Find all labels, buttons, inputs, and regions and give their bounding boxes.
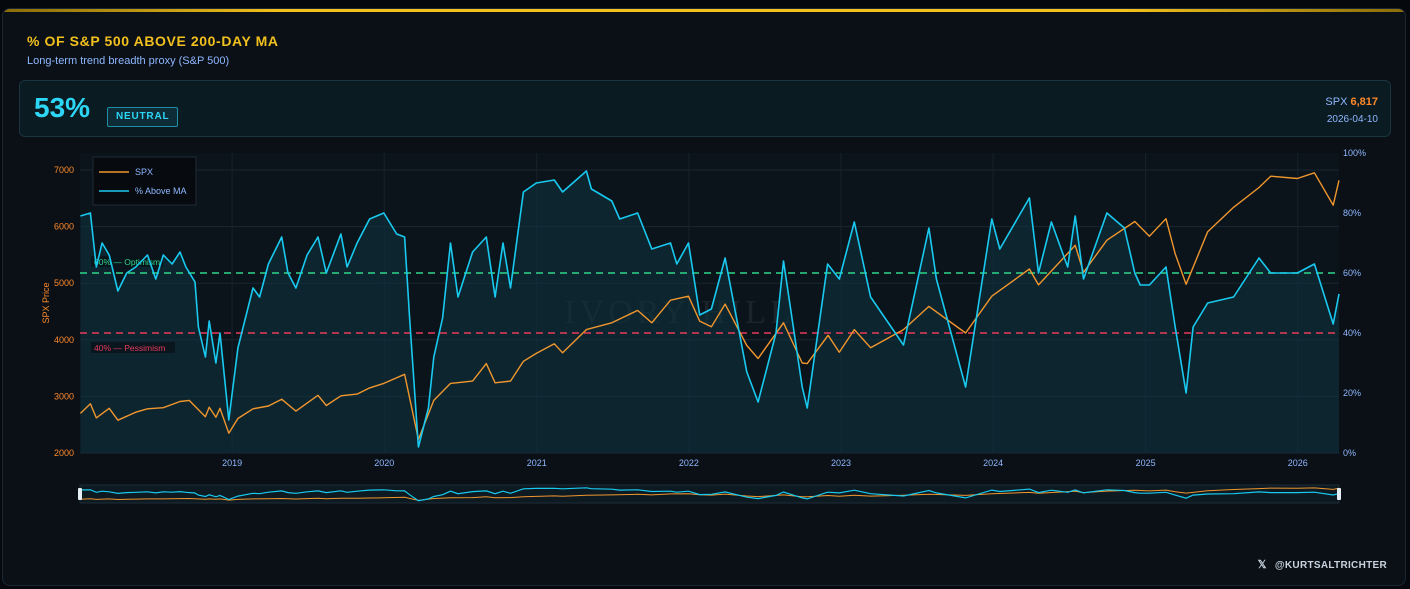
x-tick-label: 2022 xyxy=(679,458,699,468)
left-tick-label: 5000 xyxy=(54,278,74,288)
accent-bar xyxy=(3,9,1405,12)
legend-box xyxy=(92,156,197,206)
reference-label-bg xyxy=(91,256,163,267)
navigator-handle[interactable] xyxy=(1337,488,1341,500)
breadth-chart[interactable]: 2000 3000 4000 5000 6000 7000 0% 20% 40% 60% 80% 10… xyxy=(3,9,1406,586)
x-tick-label: 2025 xyxy=(1136,458,1156,468)
navigator-handle[interactable] xyxy=(78,488,82,500)
left-tick-label: 7000 xyxy=(54,165,74,175)
left-tick-label: 2000 xyxy=(54,448,74,458)
x-tick-label: 2019 xyxy=(222,458,242,468)
spx-value: 6,817 xyxy=(1350,96,1378,108)
right-tick-label: 20% xyxy=(1343,388,1361,398)
author-handle: @KURTSALTRICHTER xyxy=(1274,560,1387,571)
page-title: % OF S&P 500 ABOVE 200-DAY MA xyxy=(27,33,279,49)
reference-label: 60% — Optimism xyxy=(94,257,160,267)
legend-entry: SPX xyxy=(135,167,153,177)
x-tick-label: 2026 xyxy=(1288,458,1308,468)
reference-label-bg xyxy=(91,342,175,353)
right-tick-label: 40% xyxy=(1343,328,1361,338)
sentiment-badge: NEUTRAL xyxy=(107,107,179,127)
x-tick-label: 2020 xyxy=(374,458,394,468)
breadth-area xyxy=(80,171,1339,453)
breadth-percent-value: 53% xyxy=(34,92,91,123)
reference-label: 40% — Pessimism xyxy=(94,343,165,353)
navigator-breadth-line xyxy=(80,487,1340,502)
left-tick-label: 3000 xyxy=(54,391,74,401)
spx-readout: SPX 6,817 xyxy=(1325,96,1378,108)
spx-label: SPX xyxy=(1325,96,1348,108)
right-tick-label: 80% xyxy=(1343,208,1361,218)
left-tick-label: 6000 xyxy=(54,222,74,232)
as-of-date: 2026-04-10 xyxy=(1326,114,1378,125)
left-tick-label: 4000 xyxy=(54,335,74,345)
page-subtitle: Long-term trend breadth proxy (S&P 500) xyxy=(27,55,230,67)
right-tick-label: 100% xyxy=(1343,148,1366,158)
navigator-spx-line xyxy=(80,487,1340,501)
breadth-line xyxy=(80,170,1340,448)
spx-line xyxy=(79,172,1340,441)
author-credit[interactable]: 𝕏 @KURTSALTRICHTER xyxy=(1258,558,1387,571)
x-logo-icon: 𝕏 xyxy=(1257,559,1267,571)
chart-card: % OF S&P 500 ABOVE 200-DAY MA Long-term … xyxy=(2,8,1406,586)
right-tick-label: 60% xyxy=(1343,268,1361,278)
y-axis-label: SPX Price xyxy=(41,282,51,323)
legend-entry: % Above MA xyxy=(135,186,187,196)
x-tick-label: 2023 xyxy=(831,458,851,468)
x-tick-label: 2021 xyxy=(527,458,547,468)
right-tick-label: 0% xyxy=(1343,448,1356,458)
legend: SPX % Above MA xyxy=(92,156,197,206)
stat-summary-card: 53% NEUTRAL SPX 6,817 2026-04-10 xyxy=(19,80,1391,137)
x-tick-label: 2024 xyxy=(983,458,1003,468)
